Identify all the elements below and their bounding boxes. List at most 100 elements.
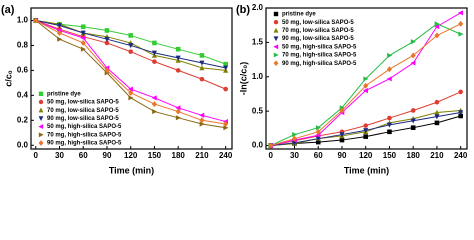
data-point — [458, 20, 464, 27]
data-point — [104, 28, 110, 33]
data-point — [410, 60, 416, 66]
data-point — [57, 36, 63, 42]
legend-label: 90 mg, low-silica SAPO-5 — [282, 36, 354, 42]
x-tick-label: 240 — [219, 151, 233, 160]
data-point — [199, 60, 205, 66]
x-tick-label: 90 — [103, 151, 112, 160]
legend-marker — [38, 124, 44, 130]
data-point — [386, 76, 392, 82]
data-point — [128, 43, 134, 49]
legend-label: pristine dye — [47, 91, 81, 97]
data-point — [151, 95, 157, 101]
y-tick-label: 0.4 — [17, 90, 29, 99]
data-point — [223, 121, 229, 128]
data-point — [199, 117, 205, 124]
y-tick-label: 1.0 — [252, 72, 264, 81]
legend-marker — [273, 44, 279, 50]
x-tick-label: 30 — [55, 151, 64, 160]
data-point — [387, 52, 393, 58]
x-tick-label: 150 — [148, 151, 162, 160]
legend-marker — [38, 140, 44, 146]
legend-marker — [38, 99, 44, 105]
chart-panel: 0 30 60 90 120 150 180 210 240 0.0 0.5 1.0 1.5 2.0 Tim… — [236, 3, 468, 175]
data-point — [434, 109, 440, 115]
data-point — [199, 53, 205, 58]
data-point — [363, 128, 369, 134]
data-point — [339, 137, 345, 143]
legend-label: 90 mg, high-silica SAPO-5 — [47, 141, 122, 147]
x-tick-label: 0 — [269, 151, 274, 160]
legend-label: 70 mg, high-silica SAPO-5 — [47, 132, 122, 138]
x-tick-label: 30 — [290, 151, 299, 160]
data-point — [223, 125, 229, 131]
x-tick-label: 240 — [454, 151, 468, 160]
y-axis-title: -ln(c/c₀) — [238, 62, 248, 96]
legend-label: 90 mg, low-silica SAPO-5 — [47, 116, 119, 122]
data-point — [152, 59, 157, 64]
y-tick-label: 1.0 — [17, 16, 29, 25]
data-point — [199, 112, 205, 118]
y-axis-title: c/c₀ — [3, 70, 13, 87]
data-point — [223, 61, 228, 67]
legend-label: 50 mg, low-silica SAPO-5 — [47, 100, 119, 106]
y-tick-label: 0.6 — [17, 65, 29, 74]
data-point — [457, 10, 463, 16]
legend-label: 50 mg, high-silica SAPO-5 — [282, 44, 357, 50]
data-point — [434, 32, 440, 39]
data-point — [363, 134, 369, 139]
data-point — [56, 29, 63, 36]
data-point — [363, 123, 369, 128]
data-point — [104, 40, 110, 46]
legend-marker — [273, 52, 279, 58]
panel-label: (b) — [236, 4, 250, 16]
data-point — [80, 46, 86, 52]
data-point — [104, 36, 110, 42]
data-point — [458, 31, 464, 37]
data-point — [128, 89, 134, 96]
x-tick-label: 120 — [124, 151, 138, 160]
data-point — [292, 132, 298, 138]
data-point — [410, 52, 416, 59]
legend-marker — [273, 60, 279, 67]
data-point — [434, 24, 440, 30]
x-axis-title: Time (min) — [344, 165, 389, 175]
data-point — [315, 125, 321, 131]
legend-marker — [273, 11, 279, 17]
legend-label: 90 mg, high-silica SAPO-5 — [282, 61, 357, 67]
data-point — [268, 142, 274, 149]
plot-frame — [30, 7, 233, 150]
data-point — [175, 55, 181, 61]
data-point — [315, 128, 321, 135]
x-tick-label: 60 — [314, 151, 323, 160]
data-point — [152, 109, 158, 115]
data-point — [151, 50, 157, 56]
data-point — [80, 30, 86, 36]
legend-marker — [273, 19, 279, 25]
data-point — [80, 39, 86, 46]
data-point — [386, 66, 392, 73]
data-point — [80, 35, 86, 41]
data-point — [128, 33, 134, 38]
data-point — [128, 49, 134, 54]
series-line — [35, 20, 226, 90]
data-point — [175, 108, 181, 115]
x-tick-label: 90 — [338, 151, 347, 160]
y-tick-label: 2.0 — [252, 3, 264, 12]
x-tick-label: 180 — [172, 151, 186, 160]
data-point — [363, 82, 369, 89]
figure: 0 30 60 90 120 150 180 210 240 0.0 0.2 0.4 0.6 0.8 1.0… — [1, 3, 468, 175]
data-point — [33, 17, 39, 24]
data-point — [223, 86, 228, 92]
data-point — [387, 129, 392, 135]
data-point — [410, 39, 416, 45]
x-tick-label: 120 — [359, 151, 373, 160]
y-tick-label: 0.0 — [17, 140, 29, 149]
y-tick-label: 0.5 — [252, 106, 264, 115]
data-point — [386, 122, 392, 128]
data-point — [315, 132, 321, 138]
data-point — [315, 136, 321, 142]
x-tick-label: 60 — [79, 151, 88, 160]
data-point — [104, 67, 110, 74]
legend-marker — [273, 36, 279, 42]
legend-marker — [38, 107, 44, 113]
